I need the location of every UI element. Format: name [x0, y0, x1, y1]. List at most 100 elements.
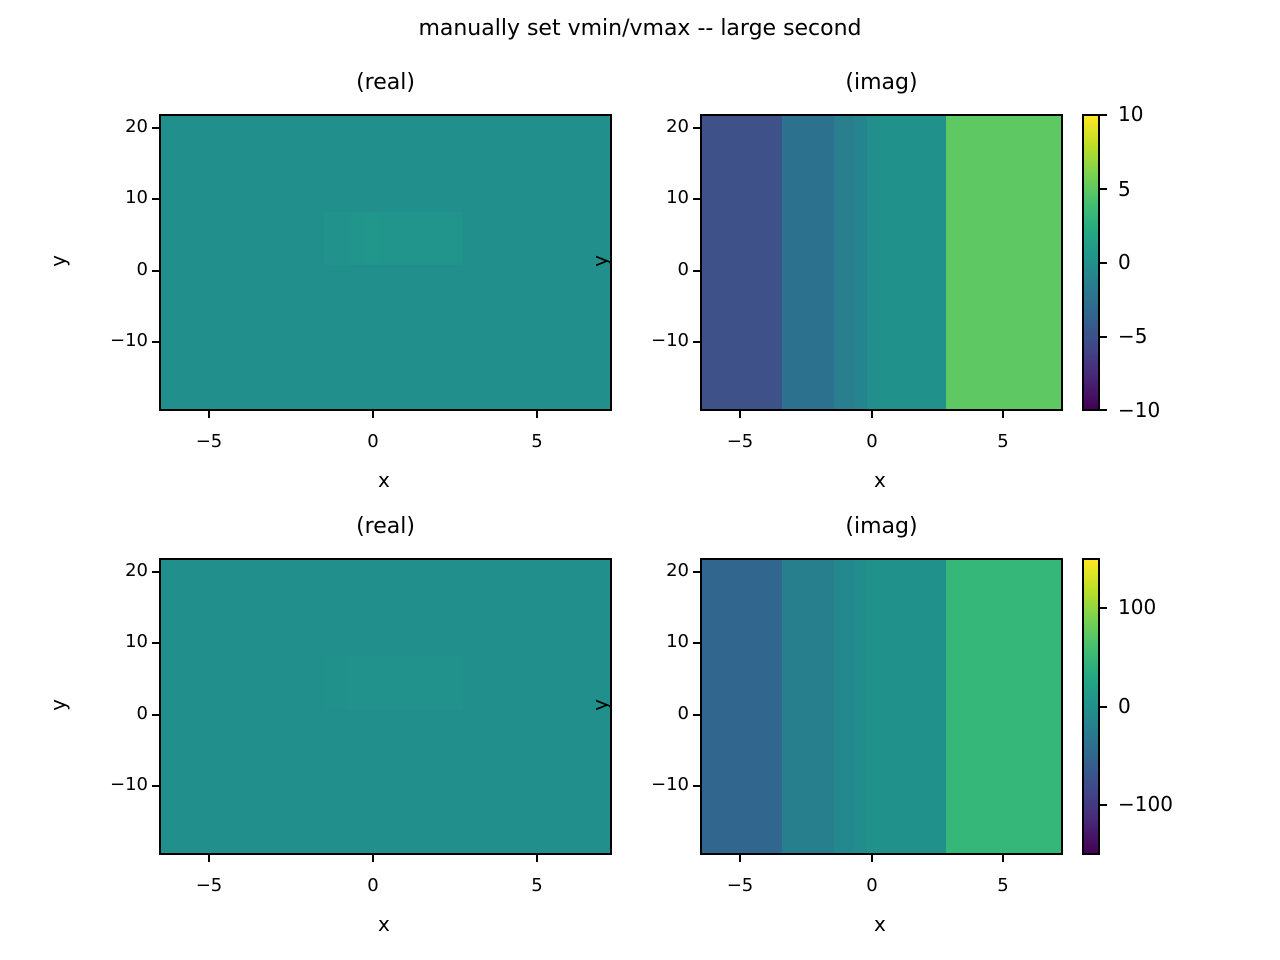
x-tick — [208, 855, 210, 862]
x-tick-label: 5 — [997, 431, 1009, 452]
y-tick — [152, 642, 159, 644]
x-axis-label: x — [874, 468, 886, 492]
x-tick-label: −5 — [195, 431, 223, 452]
heatmap-cell — [380, 212, 463, 265]
x-tick — [536, 855, 538, 862]
heatmap-column — [834, 116, 854, 409]
y-tick — [693, 571, 700, 573]
heatmap-axes-bottom-right — [700, 558, 1063, 855]
y-tick — [152, 714, 159, 716]
y-tick-label: 0 — [136, 703, 148, 724]
figure-suptitle: manually set vmin/vmax -- large second — [418, 16, 862, 41]
colorbar-tick-label: 100 — [1118, 595, 1157, 619]
heatmap-column — [702, 560, 782, 853]
x-tick — [1002, 411, 1004, 418]
panel-title-top-left: (real) — [356, 70, 415, 95]
colorbar-tick — [1100, 188, 1107, 190]
y-tick-label: 10 — [125, 187, 148, 208]
x-tick — [1002, 855, 1004, 862]
x-tick-label: 0 — [367, 431, 379, 452]
heatmap-column — [880, 116, 946, 409]
y-tick — [152, 127, 159, 129]
x-axis-label: x — [874, 912, 886, 936]
heatmap-cell — [348, 212, 364, 265]
heatmap-column — [782, 116, 834, 409]
heatmap-column — [782, 560, 834, 853]
heatmap-column — [946, 116, 1061, 409]
y-tick — [693, 714, 700, 716]
colorbar-tick-label: −100 — [1118, 792, 1173, 816]
x-tick-label: −5 — [726, 431, 754, 452]
y-tick-label: −10 — [110, 774, 148, 795]
colorbar-tick — [1100, 607, 1107, 609]
heatmap-column — [854, 560, 867, 853]
x-tick — [871, 855, 873, 862]
x-tick — [372, 411, 374, 418]
x-tick-label: 0 — [367, 875, 379, 896]
heatmap-cell — [324, 656, 348, 709]
x-tick-label: −5 — [726, 875, 754, 896]
x-axis-label: x — [378, 468, 390, 492]
panel-title-bottom-right: (imag) — [845, 514, 918, 539]
heatmap-axes-bottom-left — [159, 558, 612, 855]
heatmap-column — [946, 560, 1061, 853]
y-tick — [693, 642, 700, 644]
y-axis-label: y — [588, 255, 612, 267]
x-tick-label: −5 — [195, 875, 223, 896]
colorbar-tick — [1100, 336, 1107, 338]
colorbar-tick-label: −5 — [1118, 324, 1148, 348]
y-tick — [693, 341, 700, 343]
heatmap-column — [867, 116, 880, 409]
y-tick-label: 0 — [136, 259, 148, 280]
colorbar-tick — [1100, 804, 1107, 806]
x-tick-label: 0 — [866, 875, 878, 896]
colorbar-tick — [1100, 262, 1107, 264]
x-tick — [739, 411, 741, 418]
y-tick — [152, 341, 159, 343]
y-tick-label: 0 — [677, 259, 689, 280]
x-tick-label: 5 — [531, 431, 543, 452]
x-tick — [739, 855, 741, 862]
colorbar-tick-label: 0 — [1118, 250, 1131, 274]
x-tick — [536, 411, 538, 418]
y-tick-label: 20 — [666, 116, 689, 137]
y-tick — [152, 785, 159, 787]
x-tick — [871, 411, 873, 418]
y-axis-label: y — [588, 699, 612, 711]
colorbar-tick-label: −10 — [1118, 398, 1161, 422]
y-tick-label: 0 — [677, 703, 689, 724]
y-tick — [152, 571, 159, 573]
y-tick-label: −10 — [651, 330, 689, 351]
panel-title-bottom-left: (real) — [356, 514, 415, 539]
heatmap-column — [854, 116, 867, 409]
heatmap-column — [834, 560, 854, 853]
y-axis-label: y — [46, 255, 70, 267]
y-tick — [152, 270, 159, 272]
y-tick — [693, 127, 700, 129]
y-tick — [693, 785, 700, 787]
heatmap-column — [867, 560, 946, 853]
colorbar-tick-label: 5 — [1118, 177, 1131, 201]
x-tick — [208, 411, 210, 418]
y-tick — [693, 270, 700, 272]
heatmap-column — [702, 116, 782, 409]
y-tick-label: 10 — [666, 187, 689, 208]
y-tick-label: −10 — [651, 774, 689, 795]
colorbar-tick — [1100, 114, 1107, 116]
x-tick-label: 0 — [866, 431, 878, 452]
panel-title-top-right: (imag) — [845, 70, 918, 95]
y-axis-label: y — [46, 699, 70, 711]
heatmap-cell — [348, 656, 463, 709]
y-tick-label: 10 — [666, 631, 689, 652]
x-tick — [372, 855, 374, 862]
heatmap-axes-top-left — [159, 114, 612, 411]
y-tick-label: 20 — [125, 116, 148, 137]
x-tick-label: 5 — [997, 875, 1009, 896]
x-axis-label: x — [378, 912, 390, 936]
y-tick — [152, 198, 159, 200]
x-tick-label: 5 — [531, 875, 543, 896]
y-tick-label: −10 — [110, 330, 148, 351]
heatmap-cell — [364, 212, 380, 265]
heatmap-cell — [324, 212, 348, 265]
y-tick-label: 10 — [125, 631, 148, 652]
